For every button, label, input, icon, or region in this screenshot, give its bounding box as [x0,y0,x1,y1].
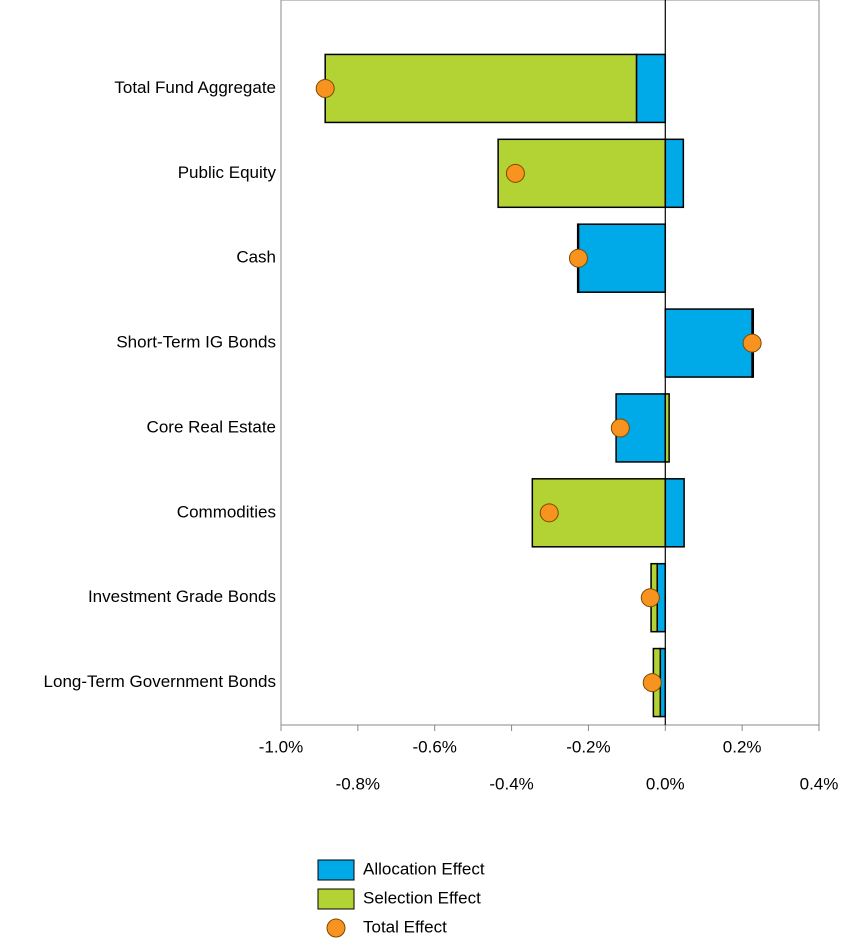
bar [664,308,753,378]
x-tick-label: -0.6% [413,737,457,756]
total-dot [505,163,525,183]
total-dot [315,78,335,98]
legend-label: Total Effect [363,917,447,936]
y-tick-label: Commodities [177,502,276,521]
total-dot [642,673,662,693]
x-tick-label: 0.2% [723,737,762,756]
legend-swatch [317,859,355,881]
bar [664,138,685,209]
x-tick-label: 0.0% [646,774,685,793]
x-tick-label: -0.4% [489,774,533,793]
legend-swatch [326,918,346,938]
legend-label: Selection Effect [363,888,481,907]
y-tick-label: Short-Term IG Bonds [116,333,276,352]
y-tick-label: Core Real Estate [147,417,276,436]
y-tick-label: Public Equity [178,163,277,182]
bar [635,53,667,124]
bar [664,478,685,548]
x-tick-label: 0.4% [800,774,839,793]
legend-swatch [317,888,355,910]
y-tick-label: Total Fund Aggregate [114,78,276,97]
y-tick-label: Investment Grade Bonds [88,587,276,606]
y-tick-label: Long-Term Government Bonds [44,672,276,691]
total-dot [742,333,762,353]
bar [577,223,667,293]
legend-label: Allocation Effect [363,859,485,878]
total-dot [640,588,660,608]
bar [324,53,638,124]
x-tick-label: -0.8% [336,774,380,793]
x-tick-label: -1.0% [259,737,303,756]
x-tick-label: -0.2% [566,737,610,756]
total-dot [610,418,630,438]
plot-frame [280,0,820,726]
total-dot [539,503,559,523]
y-tick-label: Cash [236,248,276,267]
total-dot [568,248,588,268]
